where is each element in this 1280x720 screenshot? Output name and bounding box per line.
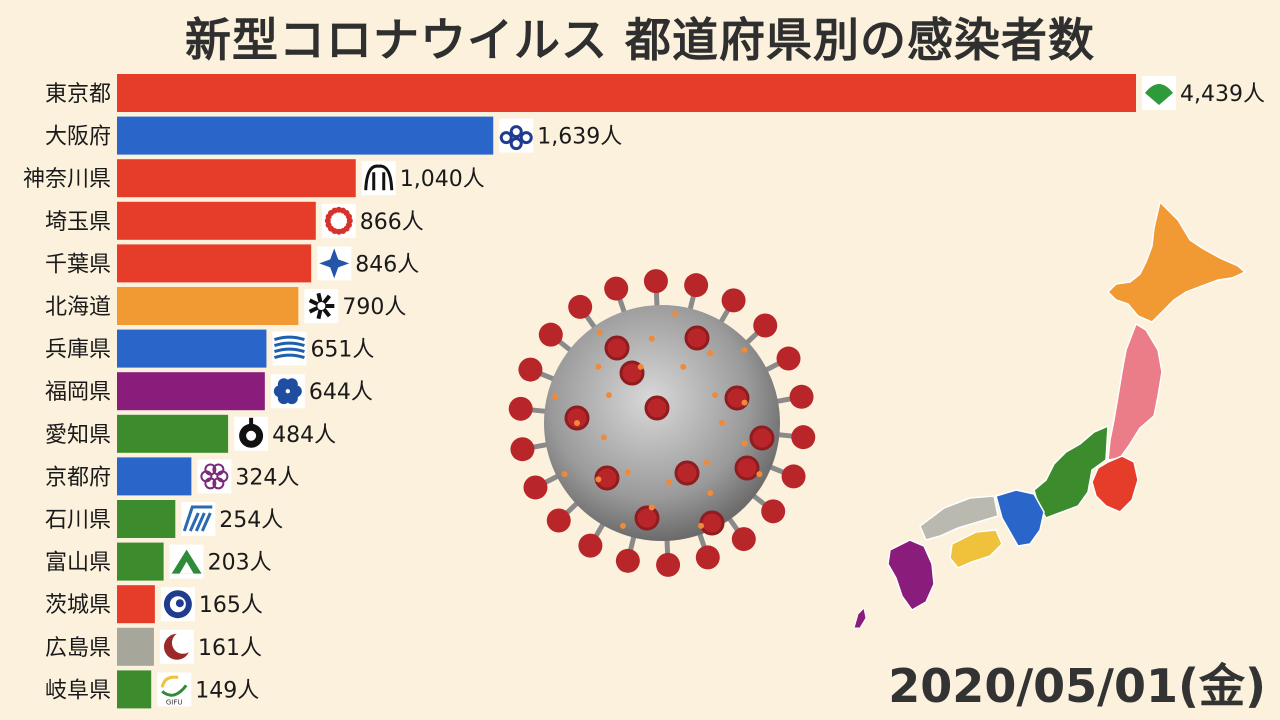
map-okinawa <box>853 606 867 629</box>
category-label: 東京都 <box>45 82 111 107</box>
ibaraki-emblem-icon <box>160 587 195 622</box>
value-label: 644人 <box>309 380 373 405</box>
toyama-emblem-icon <box>169 544 204 579</box>
bar <box>117 670 152 709</box>
map-shikoku <box>949 529 1003 569</box>
category-label: 京都府 <box>45 465 111 490</box>
category-label: 大阪府 <box>45 125 111 150</box>
map-chugoku <box>919 495 999 541</box>
gifu-emblem-icon: GIFU <box>157 672 192 707</box>
japan-map <box>853 200 1247 629</box>
category-label: 兵庫県 <box>45 338 111 363</box>
ishikawa-emblem-icon <box>181 502 216 536</box>
saitama-emblem-icon <box>321 203 356 238</box>
hyogo-emblem-icon <box>272 331 307 366</box>
value-label: 846人 <box>355 252 419 277</box>
bar <box>117 585 155 624</box>
value-label: 484人 <box>272 423 336 448</box>
hokkaido-emblem-icon <box>304 289 339 323</box>
value-label: 866人 <box>360 210 424 235</box>
date-label: 2020/05/01(金) <box>888 659 1266 713</box>
bar <box>117 74 1136 112</box>
value-label: 165人 <box>199 593 263 618</box>
value-label: 203人 <box>208 551 272 576</box>
map-kyushu <box>887 539 935 611</box>
category-label: 神奈川県 <box>23 167 111 192</box>
map-tohoku <box>1107 322 1163 461</box>
category-label: 石川県 <box>45 508 111 533</box>
osaka-emblem-icon <box>499 118 534 153</box>
bar <box>117 201 316 240</box>
kanagawa-emblem-icon <box>361 161 396 196</box>
value-label: 161人 <box>198 636 262 661</box>
kyoto-emblem-icon <box>197 459 232 494</box>
value-label: 651人 <box>310 338 374 363</box>
category-label: 福岡県 <box>45 380 111 405</box>
value-label: 4,439人 <box>1180 82 1265 107</box>
coronavirus-illustration <box>508 269 816 577</box>
value-label: 1,040人 <box>400 167 485 192</box>
chart-title: 新型コロナウイルス 都道府県別の感染者数 <box>184 13 1095 67</box>
category-label: 愛知県 <box>45 423 111 448</box>
bar <box>117 372 265 411</box>
category-label: 千葉県 <box>45 252 111 277</box>
map-hokkaido <box>1106 200 1247 323</box>
value-label: 1,639人 <box>537 125 622 150</box>
bar <box>117 244 312 283</box>
value-label: 254人 <box>219 508 283 533</box>
value-label: 149人 <box>195 678 259 703</box>
category-label: 広島県 <box>45 636 111 661</box>
map-kinki <box>995 489 1045 547</box>
hiroshima-emblem-icon <box>159 629 194 664</box>
bar <box>117 287 299 325</box>
bar <box>117 329 267 368</box>
bar <box>117 500 176 538</box>
fukuoka-emblem-icon <box>270 374 305 409</box>
value-label: 324人 <box>235 465 299 490</box>
category-label: 富山県 <box>45 551 111 576</box>
tokyo-emblem-icon <box>1142 76 1176 110</box>
category-label: 岐阜県 <box>45 678 111 703</box>
bar <box>117 457 192 496</box>
category-label: 北海道 <box>45 295 111 320</box>
bar <box>117 542 164 581</box>
bar <box>117 414 229 453</box>
aichi-emblem-icon <box>234 416 269 451</box>
map-kanto <box>1091 455 1139 513</box>
category-label: 埼玉県 <box>45 210 111 235</box>
bar <box>117 116 494 155</box>
chiba-emblem-icon <box>317 246 352 281</box>
gifu-logo-text: GIFU <box>166 698 183 706</box>
value-label: 790人 <box>342 295 406 320</box>
bar <box>117 627 154 666</box>
bar <box>117 159 356 198</box>
category-label: 茨城県 <box>45 593 111 618</box>
